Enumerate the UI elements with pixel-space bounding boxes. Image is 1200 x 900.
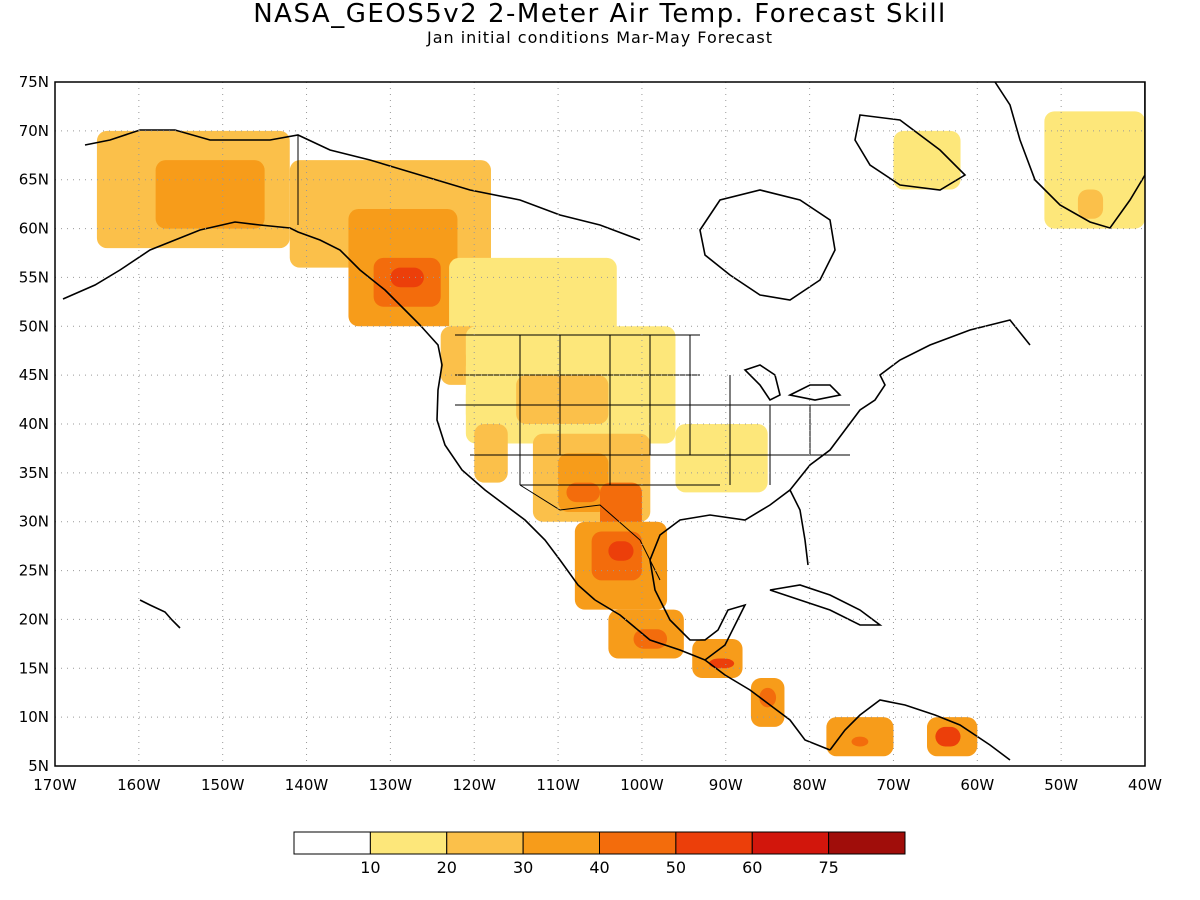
y-tick-label: 15N: [19, 659, 49, 677]
skill-region-15: [675, 424, 768, 493]
plot-frame: [54, 81, 1146, 767]
y-tick-label: 65N: [19, 171, 49, 189]
y-tick-label: 35N: [19, 464, 49, 482]
x-axis-ticks: 170W 160W 150W 140W 130W 120W 110W 100W 90W 80W 70…: [33, 776, 1162, 794]
x-tick-label: 160W: [117, 776, 161, 794]
colorbar-swatch: [369, 831, 448, 855]
skill-region-26: [851, 736, 869, 747]
skill-region-1: [155, 160, 265, 229]
us-east-coast: [789, 319, 1031, 491]
colorbar-label: 20: [437, 858, 457, 877]
skill-region-13: [566, 482, 600, 503]
colorbar-swatch: [599, 831, 677, 855]
baffin-island: [854, 114, 967, 191]
x-tick-label: 120W: [452, 776, 496, 794]
skill-region-25: [826, 717, 894, 757]
x-tick-label: 40W: [1128, 776, 1162, 794]
x-tick-label: 90W: [709, 776, 743, 794]
y-axis-ticks: 5N 10N 15N 20N 25N 30N 35N 40N 45N 50N 55N 60N 65N 70…: [19, 73, 49, 775]
skill-region-28: [935, 726, 961, 747]
x-tick-label: 70W: [877, 776, 911, 794]
skill-region-6: [449, 257, 617, 337]
y-tick-label: 40N: [19, 415, 49, 433]
hudson-bay: [699, 189, 836, 301]
y-tick-label: 50N: [19, 317, 49, 335]
colorbar-swatch: [751, 831, 830, 855]
skill-region-24: [759, 687, 777, 708]
great-lakes: [743, 364, 842, 402]
map-subtitle: Jan initial conditions Mar-May Forecast: [426, 28, 774, 47]
alaska-north-coast: [84, 129, 641, 241]
skill-region-31: [1077, 189, 1104, 219]
colorbar-swatch: [675, 831, 753, 855]
x-tick-label: 130W: [369, 776, 413, 794]
x-tick-label: 150W: [201, 776, 245, 794]
south-america-coast: [829, 699, 1011, 761]
x-tick-label: 100W: [620, 776, 664, 794]
skill-regions: [96, 111, 1145, 757]
colorbar-label: 50: [666, 858, 686, 877]
y-tick-label: 45N: [19, 366, 49, 384]
skill-region-10: [516, 375, 609, 424]
y-tick-label: 25N: [19, 562, 49, 580]
y-tick-label: 30N: [19, 513, 49, 531]
skill-region-20: [633, 629, 668, 649]
colorbar-label: 75: [818, 858, 838, 877]
hawaii: [139, 599, 181, 629]
skill-region-32: [465, 384, 491, 424]
cuba: [769, 584, 883, 626]
colorbar-swatch: [293, 831, 371, 855]
map-title: NASA_GEOS5v2 2-Meter Air Temp. Forecast …: [253, 0, 947, 29]
skill-region-18: [608, 541, 634, 561]
skill-region-33: [474, 424, 508, 483]
central-america-coast: [704, 659, 831, 751]
skill-region-30: [1044, 111, 1145, 229]
x-tick-label: 170W: [33, 776, 77, 794]
colorbar-label: 40: [589, 858, 609, 877]
y-tick-label: 20N: [19, 610, 49, 628]
colorbar-label: 30: [513, 858, 533, 877]
skill-region-22: [709, 658, 735, 669]
colorbar-swatch: [446, 831, 524, 855]
greenland: [994, 82, 1145, 229]
alaska-coast: [62, 221, 596, 601]
colorbar-label: 60: [742, 858, 762, 877]
skill-region-5: [390, 267, 424, 288]
colorbar-swatch: [828, 831, 906, 855]
x-tick-label: 110W: [536, 776, 580, 794]
coastlines: [62, 82, 1145, 761]
y-tick-label: 55N: [19, 268, 49, 286]
grid-lines: [55, 82, 1145, 766]
y-tick-label: 75N: [19, 73, 49, 91]
y-tick-label: 70N: [19, 122, 49, 140]
x-tick-label: 60W: [960, 776, 994, 794]
y-tick-label: 5N: [28, 757, 49, 775]
x-tick-label: 140W: [285, 776, 329, 794]
y-tick-label: 60N: [19, 220, 49, 238]
mexico-gulf-coast: [594, 488, 809, 661]
skill-region-29: [893, 130, 961, 190]
x-tick-label: 80W: [793, 776, 827, 794]
colorbar-label: 10: [360, 858, 380, 877]
colorbar: 10 20 30 40 50 60 75: [293, 831, 906, 877]
x-tick-label: 50W: [1044, 776, 1078, 794]
skill-region-21: [692, 638, 743, 679]
y-tick-label: 10N: [19, 708, 49, 726]
colorbar-swatch: [522, 831, 600, 855]
